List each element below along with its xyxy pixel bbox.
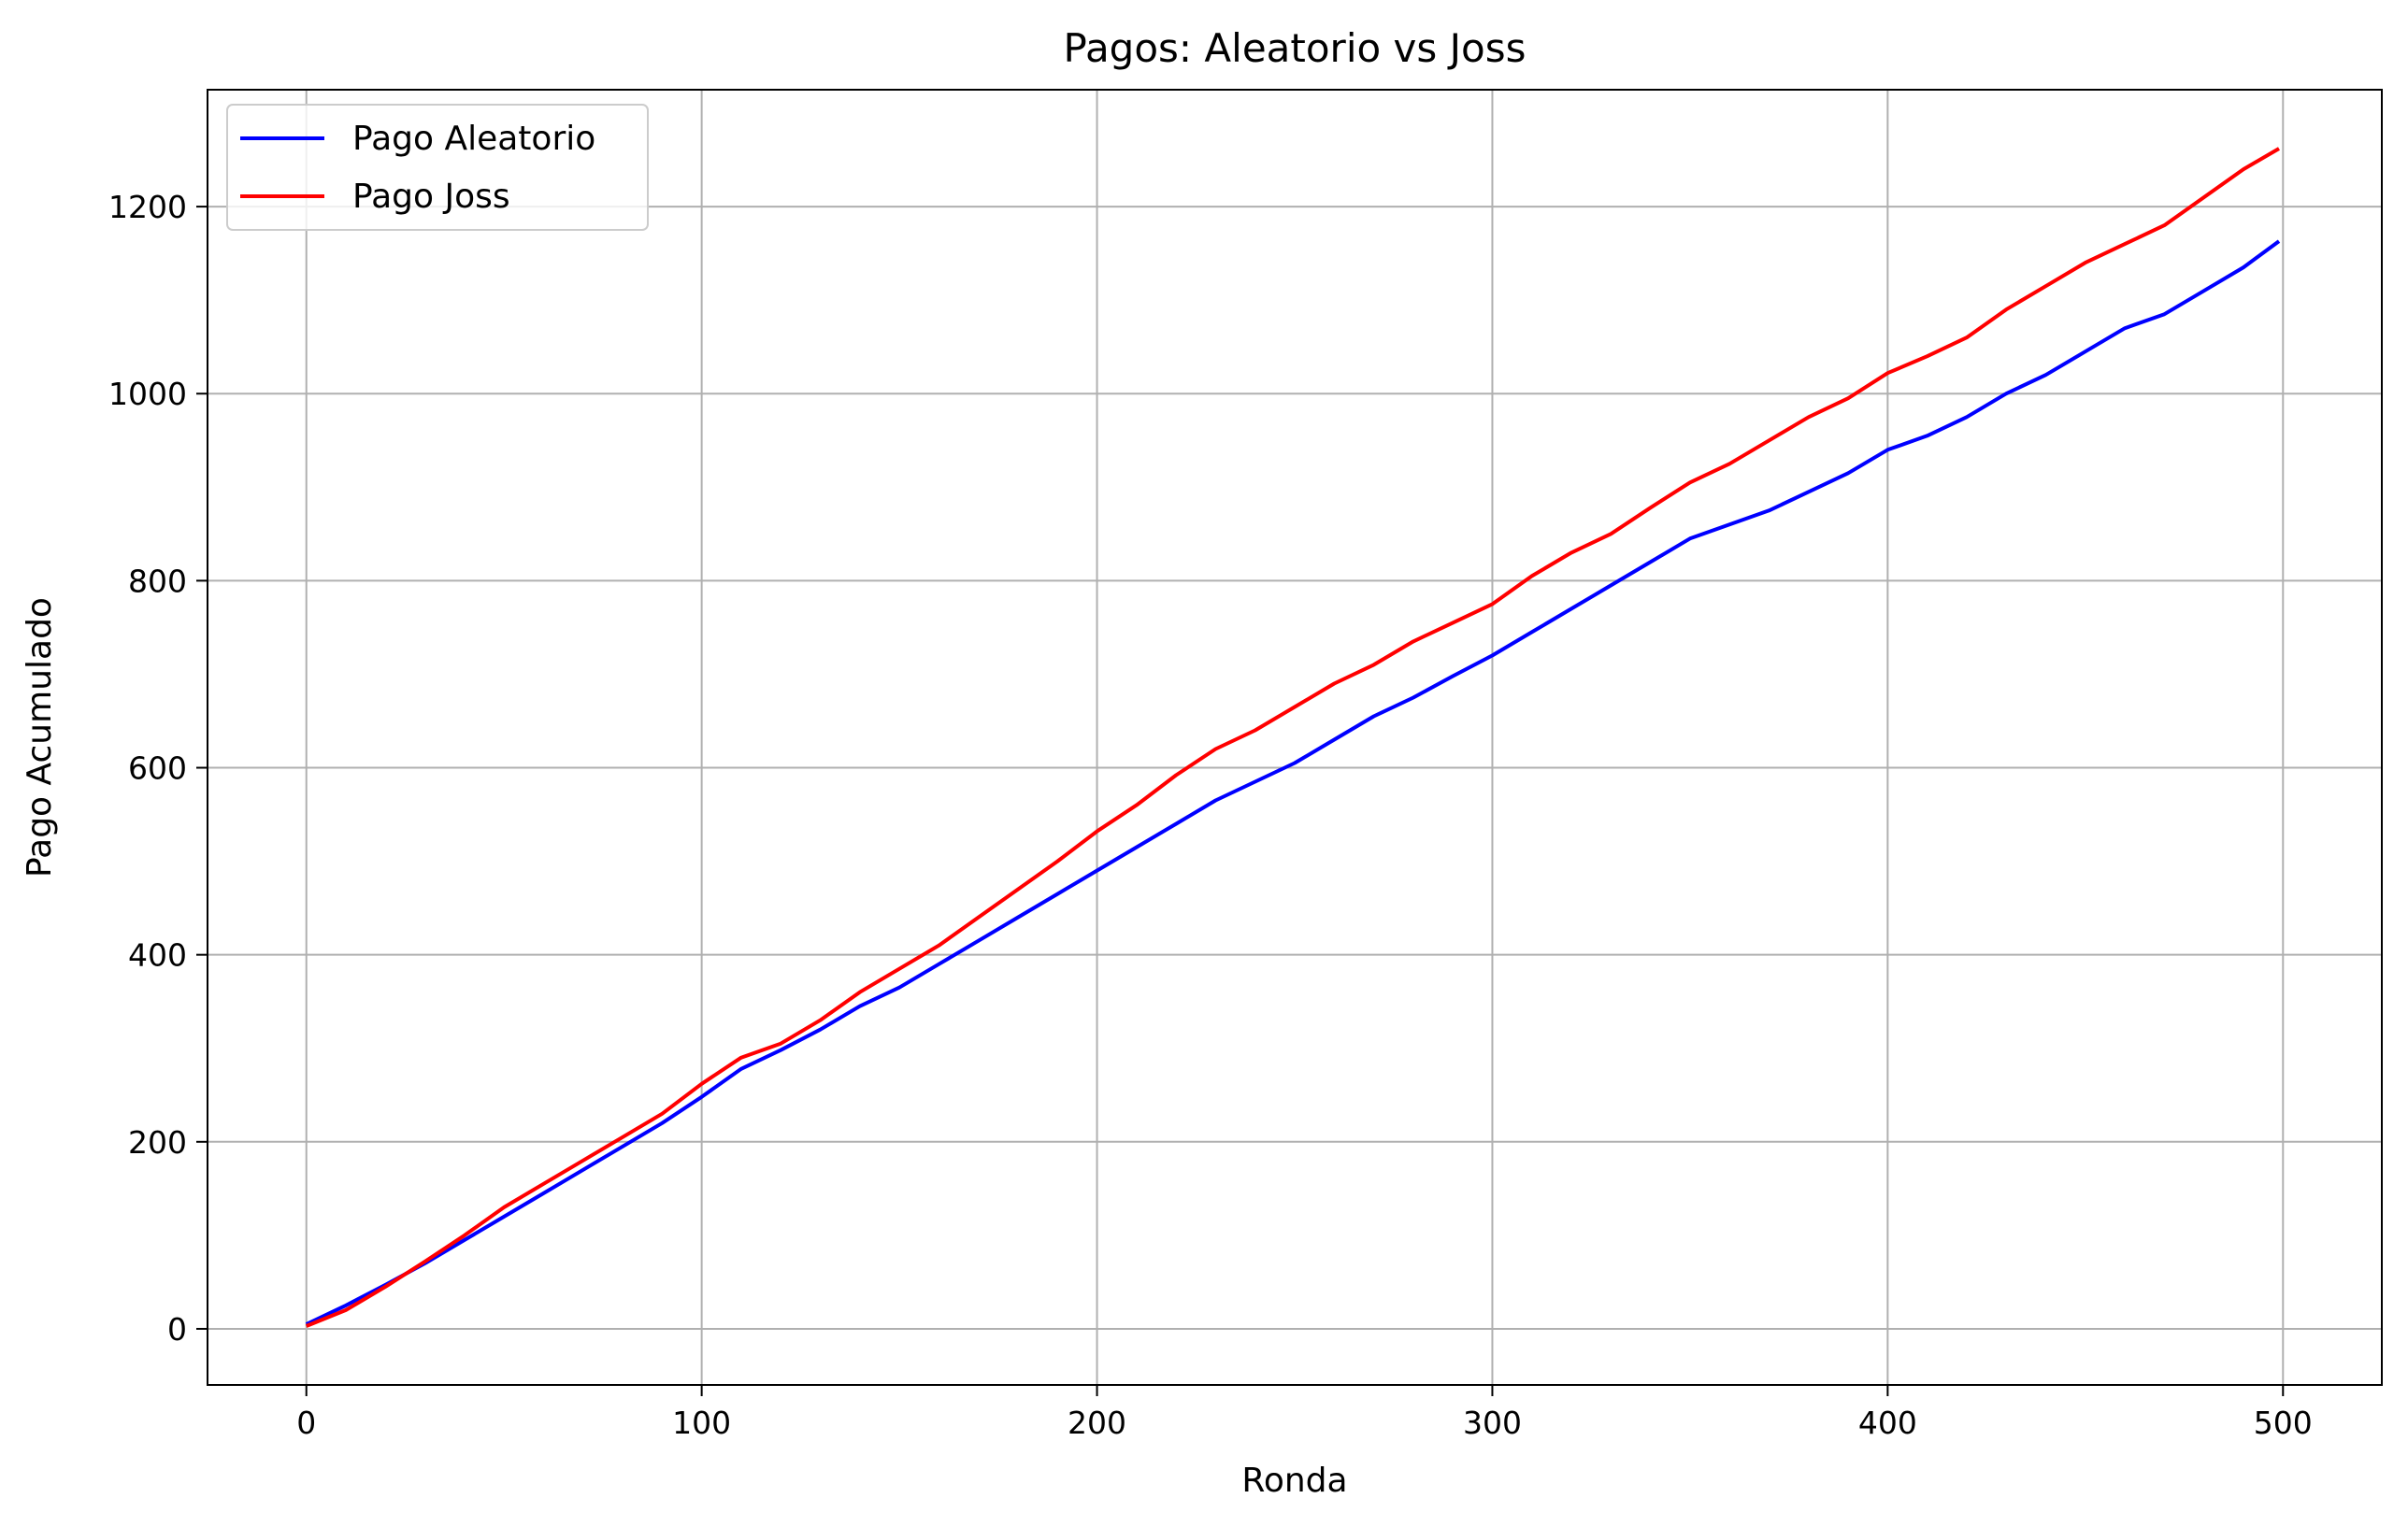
y-tick-label: 800: [128, 563, 187, 599]
axis-ticks: 0 100 200 300 400 500 0 200 400 600 800 1000 1200: [108, 189, 2313, 1441]
x-axis-title: Ronda: [1241, 1462, 1347, 1500]
x-tick-label: 200: [1068, 1405, 1126, 1441]
y-tick-label: 1000: [108, 376, 187, 412]
axes-frame: [207, 89, 2383, 1386]
series-lines: [305, 147, 2281, 1328]
y-tick-label: 600: [128, 750, 187, 787]
grid-lines: [208, 90, 2382, 1385]
y-tick-label: 200: [128, 1124, 187, 1161]
legend-label-2: Pago Joss: [352, 178, 510, 216]
series-line-1: [305, 239, 2281, 1326]
x-tick-label: 100: [672, 1405, 731, 1441]
series-line-2: [305, 147, 2281, 1328]
x-tick-label: 300: [1463, 1405, 1522, 1441]
y-axis-title: Pago Acumulado: [21, 597, 59, 878]
x-tick-label: 400: [1858, 1405, 1917, 1441]
x-tick-label: 0: [296, 1405, 316, 1441]
y-tick-label: 1200: [108, 189, 187, 225]
y-tick-label: 0: [167, 1311, 187, 1348]
legend: Pago Aleatorio Pago Joss: [226, 104, 649, 231]
x-tick-label: 500: [2254, 1405, 2313, 1441]
y-tick-label: 400: [128, 937, 187, 974]
legend-label-1: Pago Aleatorio: [352, 120, 595, 158]
legend-box: [226, 104, 649, 231]
chart-title: Pagos: Aleatorio vs Joss: [1064, 25, 1526, 71]
